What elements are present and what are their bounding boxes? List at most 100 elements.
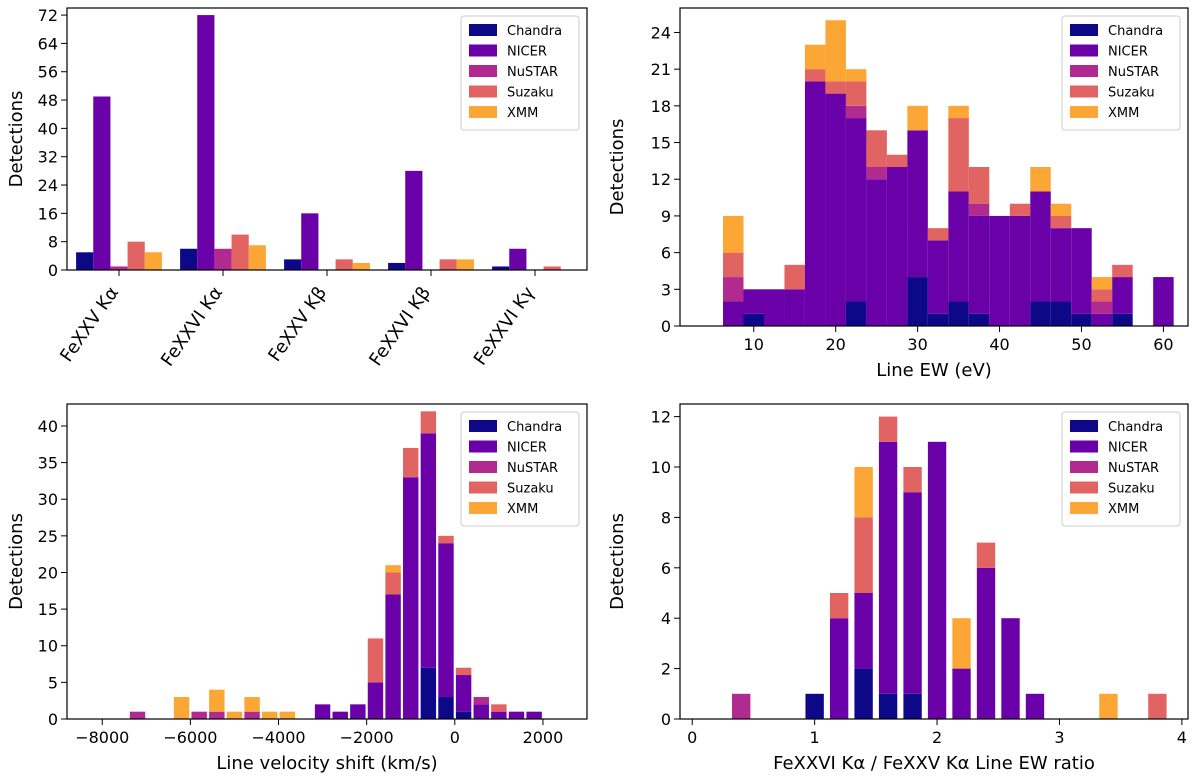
bar-xmm bbox=[854, 467, 873, 518]
bar-xmm bbox=[209, 689, 225, 712]
bar-chandra bbox=[420, 667, 437, 719]
axes-frame bbox=[679, 403, 1189, 720]
bar-nicer bbox=[952, 668, 971, 719]
panel-velocity-shift: 0 5 10 15 20 25 30 35 40 Detections −8000 −6000 −400… bbox=[6, 403, 588, 774]
bar-suzaku bbox=[335, 259, 353, 270]
y-tick-label: 25 bbox=[38, 527, 58, 546]
y-tick-label: 35 bbox=[38, 454, 58, 473]
bar-chandra bbox=[907, 277, 928, 326]
legend-label-suzaku: Suzaku bbox=[507, 86, 554, 101]
y-tick-label: 0 bbox=[48, 710, 58, 729]
bar-nicer bbox=[93, 96, 111, 270]
legend-label-chandra: Chandra bbox=[507, 420, 562, 435]
y-tick-label: 10 bbox=[38, 637, 58, 656]
bar-nicer bbox=[508, 711, 525, 719]
bar-nicer bbox=[1009, 215, 1031, 326]
bar-xmm bbox=[262, 711, 278, 719]
bar-xmm bbox=[845, 69, 867, 82]
x-tick-label: 1 bbox=[810, 728, 820, 747]
bar-xmm bbox=[952, 618, 971, 669]
bar-nicer bbox=[1071, 228, 1092, 314]
x-tick-label: 2 bbox=[932, 728, 942, 747]
y-tick-label: 8 bbox=[48, 233, 58, 252]
y-tick-label: 0 bbox=[661, 317, 671, 336]
legend-swatch-xmm bbox=[1070, 106, 1098, 118]
y-tick-label: 20 bbox=[38, 563, 58, 582]
bar-nicer bbox=[1050, 228, 1072, 302]
bar-chandra bbox=[180, 248, 198, 270]
legend-swatch-chandra bbox=[1070, 420, 1098, 432]
bar-xmm bbox=[825, 20, 846, 82]
y-axis-label: Detections bbox=[6, 91, 27, 188]
x-tick-label: 10 bbox=[744, 335, 764, 354]
legend-label-xmm: XMM bbox=[507, 502, 538, 517]
bar-suzaku bbox=[127, 241, 145, 270]
bar-nustar bbox=[723, 277, 744, 302]
x-tick-label: −4000 bbox=[251, 728, 305, 747]
legend-swatch-nicer bbox=[469, 440, 497, 453]
x-tick-label: FeXXV Kα bbox=[56, 283, 123, 366]
y-tick-label: 24 bbox=[651, 23, 671, 42]
bar-nicer bbox=[976, 567, 996, 719]
bar-nicer bbox=[903, 492, 922, 694]
axes-frame bbox=[66, 7, 588, 271]
bar-nicer bbox=[509, 248, 527, 270]
y-tick-label: 32 bbox=[38, 148, 58, 167]
legend-label-nicer: NICER bbox=[1108, 45, 1148, 60]
legend-label-chandra: Chandra bbox=[507, 24, 562, 39]
x-tick-label: FeXXVI Kβ bbox=[365, 283, 435, 370]
legend: Chandra NICER NuSTAR Suzaku XMM bbox=[460, 15, 580, 131]
bar-nustar bbox=[845, 105, 867, 119]
bar-suzaku bbox=[886, 154, 908, 167]
bar-nicer bbox=[1091, 313, 1113, 326]
bar-nicer bbox=[455, 675, 472, 712]
x-tick-label: 30 bbox=[907, 335, 927, 354]
x-tick-label: 40 bbox=[989, 335, 1009, 354]
legend: Chandra NICER NuSTAR Suzaku XMM bbox=[1061, 15, 1181, 131]
bar-nicer bbox=[491, 711, 507, 719]
y-tick-label: 30 bbox=[38, 490, 58, 509]
bar-nicer bbox=[526, 711, 542, 719]
bar-suzaku bbox=[1050, 215, 1072, 229]
bar-suzaku bbox=[845, 81, 867, 106]
bar-suzaku bbox=[976, 542, 996, 568]
y-tick-label: 10 bbox=[651, 458, 671, 477]
bar-chandra bbox=[903, 693, 922, 719]
bar-nicer bbox=[301, 213, 319, 270]
x-axis-label: FeXXVI Kα / FeXXV Kα Line EW ratio bbox=[773, 753, 1095, 774]
bar-nicer bbox=[784, 289, 805, 326]
bar-chandra bbox=[805, 693, 824, 719]
legend-swatch-xmm bbox=[1070, 502, 1098, 514]
bar-nicer bbox=[845, 118, 867, 302]
bar-suzaku bbox=[854, 517, 873, 593]
bar-nicer bbox=[1153, 277, 1174, 326]
legend-label-xmm: XMM bbox=[1108, 106, 1139, 121]
bar-nicer bbox=[332, 711, 348, 719]
legend-label-nicer: NICER bbox=[507, 45, 547, 60]
bar-suzaku bbox=[1009, 203, 1031, 216]
bar-nustar bbox=[732, 693, 751, 719]
bar-nicer bbox=[723, 301, 744, 326]
y-tick-label: 5 bbox=[48, 673, 58, 692]
legend-swatch-nustar bbox=[1070, 461, 1098, 473]
bar-nustar bbox=[191, 711, 207, 719]
bar-suzaku bbox=[784, 264, 805, 290]
bar-suzaku bbox=[439, 259, 457, 270]
y-tick-label: 12 bbox=[651, 170, 671, 189]
legend-swatch-nustar bbox=[469, 65, 497, 77]
bar-xmm bbox=[948, 105, 969, 119]
bar-nustar bbox=[473, 697, 489, 705]
legend-label-nustar: NuSTAR bbox=[1108, 461, 1159, 476]
bar-chandra bbox=[878, 693, 898, 719]
bar-nicer bbox=[907, 130, 928, 278]
bar-nustar bbox=[1091, 301, 1113, 314]
x-tick-label: 2000 bbox=[523, 728, 564, 747]
bar-nicer bbox=[405, 170, 423, 270]
y-tick-label: 24 bbox=[38, 176, 58, 195]
bar-suzaku bbox=[1091, 289, 1113, 302]
y-tick-label: 48 bbox=[38, 91, 58, 110]
x-tick-label: FeXXVI Kγ bbox=[470, 283, 540, 370]
bar-nicer bbox=[927, 441, 947, 719]
bar-xmm bbox=[173, 697, 190, 719]
